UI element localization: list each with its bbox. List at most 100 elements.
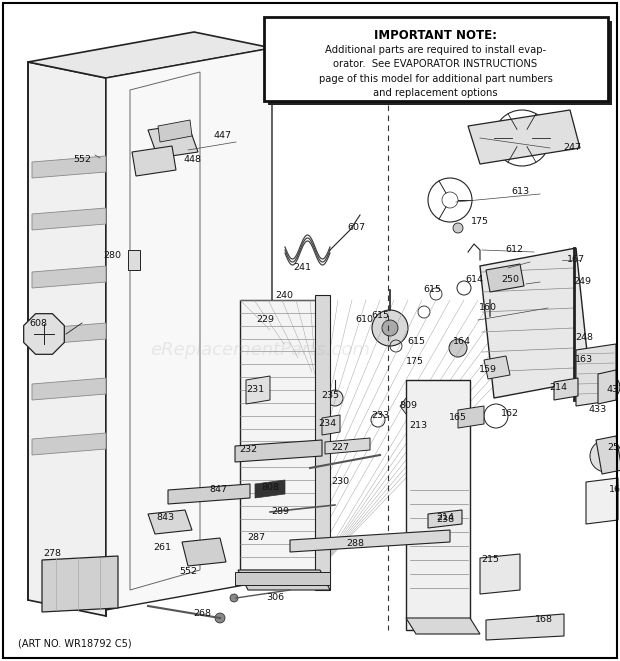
Polygon shape [484, 356, 510, 379]
Text: 612: 612 [505, 245, 523, 254]
Text: 447: 447 [213, 132, 231, 141]
Polygon shape [290, 530, 450, 552]
Text: 164: 164 [453, 338, 471, 346]
Polygon shape [246, 376, 270, 404]
Polygon shape [554, 378, 578, 400]
Text: 808: 808 [261, 483, 279, 492]
Polygon shape [315, 295, 330, 590]
Circle shape [590, 440, 620, 472]
Polygon shape [106, 48, 272, 610]
Text: 289: 289 [271, 508, 289, 516]
Text: 162: 162 [501, 410, 519, 418]
Polygon shape [148, 124, 198, 158]
Polygon shape [576, 344, 616, 406]
Text: Additional parts are required to install evap-: Additional parts are required to install… [325, 44, 546, 54]
Polygon shape [255, 480, 285, 498]
Polygon shape [486, 264, 524, 292]
Polygon shape [458, 406, 484, 428]
Polygon shape [128, 250, 140, 270]
Polygon shape [32, 156, 106, 178]
Text: page of this model for additional part numbers: page of this model for additional part n… [319, 73, 552, 83]
Text: IMPORTANT NOTE:: IMPORTANT NOTE: [374, 28, 497, 42]
Polygon shape [238, 570, 330, 590]
Text: 610: 610 [355, 315, 373, 325]
Text: 227: 227 [331, 444, 349, 453]
Text: and replacement options: and replacement options [373, 88, 498, 98]
Bar [264, 17, 608, 101]
Polygon shape [486, 614, 564, 640]
Polygon shape [24, 314, 64, 354]
Polygon shape [32, 266, 106, 288]
Polygon shape [32, 378, 106, 400]
Text: 230: 230 [331, 477, 349, 486]
Circle shape [327, 390, 343, 406]
Text: 168: 168 [535, 615, 553, 625]
Circle shape [449, 339, 467, 357]
Text: 163: 163 [575, 356, 593, 364]
Text: 809: 809 [399, 401, 417, 410]
Polygon shape [158, 120, 192, 142]
Text: 278: 278 [43, 549, 61, 559]
Text: 847: 847 [209, 485, 227, 494]
Text: 248: 248 [575, 334, 593, 342]
Polygon shape [468, 110, 580, 164]
Text: 238: 238 [436, 516, 454, 524]
Polygon shape [406, 618, 480, 634]
Bar [267, 20, 611, 105]
Polygon shape [428, 510, 462, 528]
Text: 261: 261 [153, 543, 171, 553]
Text: 231: 231 [246, 385, 264, 395]
Text: 213: 213 [409, 420, 427, 430]
Text: 615: 615 [371, 311, 389, 319]
Polygon shape [480, 554, 520, 594]
Text: 214: 214 [549, 383, 567, 393]
Text: 232: 232 [239, 446, 257, 455]
Text: 159: 159 [479, 366, 497, 375]
Polygon shape [240, 300, 318, 570]
Text: 250: 250 [501, 276, 519, 284]
Polygon shape [32, 433, 106, 455]
Circle shape [215, 613, 225, 623]
Text: 615: 615 [407, 338, 425, 346]
Text: (ART NO. WR18792 C5): (ART NO. WR18792 C5) [18, 639, 131, 649]
Circle shape [382, 320, 398, 336]
Text: 280: 280 [103, 251, 121, 260]
Polygon shape [596, 436, 620, 474]
Text: 448: 448 [183, 155, 201, 165]
Polygon shape [406, 380, 470, 630]
Text: 165: 165 [449, 414, 467, 422]
Text: 214: 214 [436, 514, 454, 522]
Text: 240: 240 [275, 290, 293, 299]
Text: 437: 437 [607, 385, 620, 395]
Polygon shape [132, 146, 176, 176]
Text: 258: 258 [607, 444, 620, 453]
Text: 249: 249 [573, 278, 591, 286]
Polygon shape [235, 440, 322, 462]
Polygon shape [400, 398, 412, 414]
Text: 215: 215 [481, 555, 499, 564]
Text: 613: 613 [511, 188, 529, 196]
Text: 306: 306 [266, 592, 284, 602]
Polygon shape [182, 538, 226, 566]
Text: orator.  See EVAPORATOR INSTRUCTIONS: orator. See EVAPORATOR INSTRUCTIONS [334, 59, 538, 69]
Circle shape [372, 310, 408, 346]
Polygon shape [322, 415, 340, 435]
Polygon shape [235, 572, 330, 585]
Text: 247: 247 [563, 143, 581, 153]
Text: 167: 167 [567, 256, 585, 264]
Circle shape [453, 223, 463, 233]
Text: 241: 241 [293, 264, 311, 272]
Polygon shape [325, 438, 370, 454]
Text: 234: 234 [318, 420, 336, 428]
Text: 607: 607 [347, 223, 365, 233]
Polygon shape [480, 248, 590, 398]
Text: 161: 161 [609, 485, 620, 494]
Polygon shape [598, 370, 616, 404]
Polygon shape [28, 62, 106, 616]
Polygon shape [32, 208, 106, 230]
Polygon shape [42, 556, 118, 612]
Polygon shape [168, 484, 250, 504]
Text: 229: 229 [256, 315, 274, 325]
Text: 552: 552 [179, 568, 197, 576]
Text: 160: 160 [479, 303, 497, 313]
